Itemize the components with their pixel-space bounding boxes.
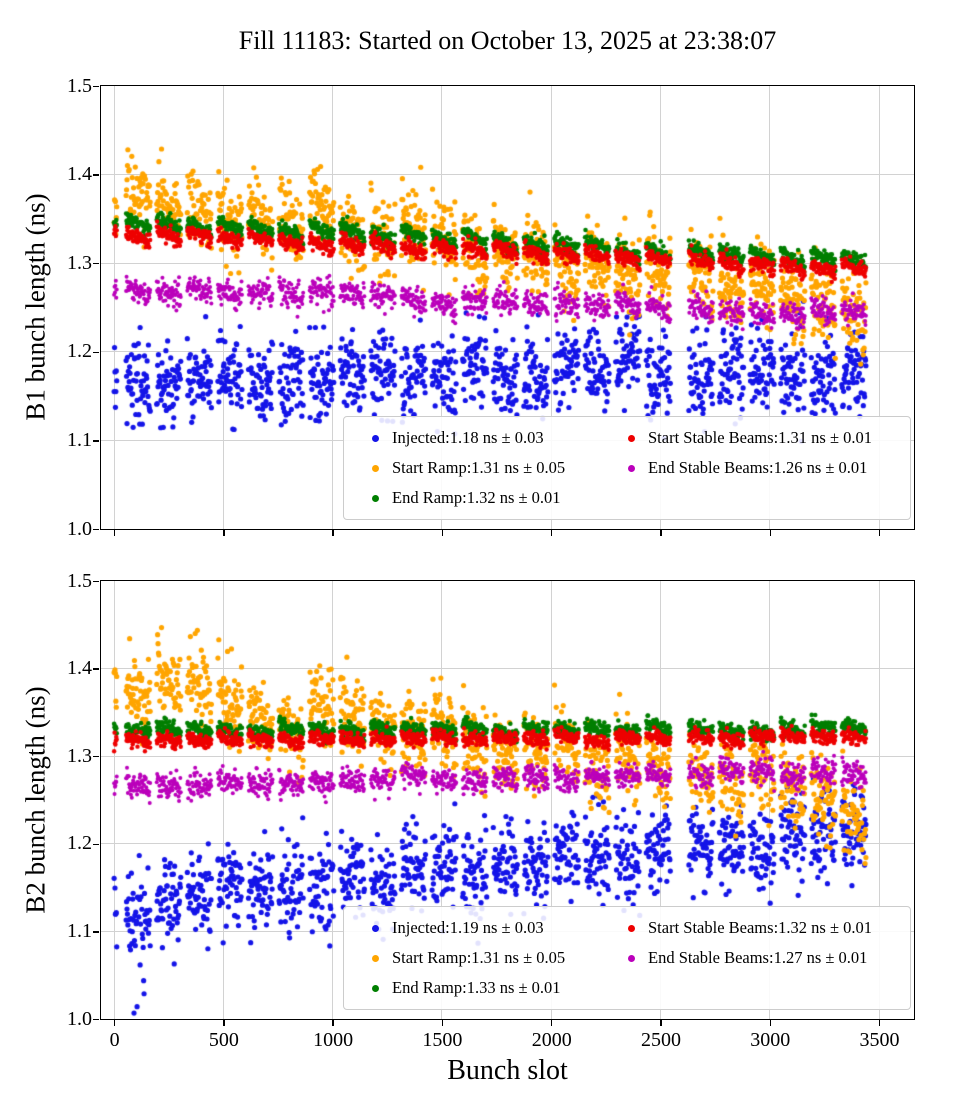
x-tick [113,1020,116,1026]
legend-label-start-ramp: Start Ramp:1.31 ns ± 0.05 [392,948,566,967]
legend-marker-start-ramp-icon [372,464,379,472]
legend-label-end-stable: End Stable Beams:1.26 ns ± 0.01 [648,458,868,477]
x-tick-label: 2500 [640,1029,681,1051]
x-tick-label: 2000 [531,1029,572,1051]
x-tick [660,530,662,536]
x-tick-label: 1000 [313,1029,354,1051]
x-tick [769,1020,771,1026]
legend-item-end-stable: End Stable Beams:1.27 ns ± 0.01 [628,948,872,968]
y-tick [93,528,99,531]
y-tick [93,843,99,845]
x-tick [551,1020,553,1026]
legend-label-start-stable: Start Stable Beams:1.32 ns ± 0.01 [648,918,872,937]
y-tick [93,580,99,583]
legend-item-start-ramp: Start Ramp:1.31 ns ± 0.05 [372,458,628,478]
y-tick [93,351,99,353]
x-tick-label: 1500 [422,1029,463,1051]
y-tick-label: 1.0 [67,1007,92,1030]
x-tick [223,530,225,536]
x-tick [551,530,553,536]
legend-b1: Injected:1.18 ns ± 0.03 Start Ramp:1.31 … [343,416,911,520]
legend-marker-start-ramp-icon [372,954,379,962]
legend-marker-end-stable-icon [628,954,635,962]
x-tick [660,1020,662,1026]
x-tick [113,530,116,536]
y-tick-label: 1.1 [67,919,92,942]
legend-item-start-ramp: Start Ramp:1.31 ns ± 0.05 [372,948,628,968]
y-tick-label: 1.2 [67,832,92,855]
x-tick [441,530,444,536]
y-tick-label: 1.3 [67,251,92,274]
y-tick [93,263,99,265]
x-tick-label: 0 [109,1029,120,1051]
x-tick [332,530,334,536]
legend-marker-end-ramp-icon [372,984,379,992]
plot-b1: Injected:1.18 ns ± 0.03 Start Ramp:1.31 … [100,85,915,530]
y-tick-label: 1.0 [67,517,92,540]
y-tick-label: 1.3 [67,744,92,767]
y-tick [93,756,99,758]
x-tick [878,1020,881,1026]
y-tick-label: 1.2 [67,340,92,363]
x-axis-label: Bunch slot [447,1055,568,1086]
figure-title: Fill 11183: Started on October 13, 2025 … [238,26,777,55]
y-tick-label: 1.1 [67,428,92,451]
legend-label-end-stable: End Stable Beams:1.27 ns ± 0.01 [648,948,868,967]
legend-item-start-stable: Start Stable Beams:1.32 ns ± 0.01 [628,918,872,938]
x-tick-label: 500 [208,1029,239,1051]
y-tick-label: 1.4 [67,163,92,186]
x-tick-label: 3500 [859,1029,900,1051]
legend-marker-end-stable-icon [628,464,635,472]
legend-label-start-ramp: Start Ramp:1.31 ns ± 0.05 [392,458,566,477]
y-axis-label-b2: B2 bunch length (ns) [20,686,51,914]
x-tick [223,1020,225,1026]
y-tick [93,85,99,88]
legend-item-end-ramp: End Ramp:1.32 ns ± 0.01 [372,488,628,508]
y-tick [93,931,99,933]
legend-marker-injected-icon [372,924,379,932]
legend-label-start-stable: Start Stable Beams:1.31 ns ± 0.01 [648,428,872,447]
y-tick-label: 1.5 [67,569,92,592]
legend-item-start-stable: Start Stable Beams:1.31 ns ± 0.01 [628,428,872,448]
legend-item-end-stable: End Stable Beams:1.26 ns ± 0.01 [628,458,872,478]
legend-marker-start-stable-icon [628,924,635,932]
x-tick [878,530,881,536]
legend-marker-injected-icon [372,434,379,442]
x-tick [441,1020,444,1026]
legend-item-end-ramp: End Ramp:1.33 ns ± 0.01 [372,978,628,998]
y-tick [93,1018,99,1021]
y-tick [93,174,99,176]
legend-label-injected: Injected:1.19 ns ± 0.03 [392,918,544,937]
legend-item-injected: Injected:1.18 ns ± 0.03 [372,428,628,448]
y-tick [93,440,99,442]
x-tick-label: 3000 [750,1029,791,1051]
legend-marker-start-stable-icon [628,434,635,442]
legend-b2: Injected:1.19 ns ± 0.03 Start Ramp:1.31 … [343,906,911,1010]
legend-item-injected: Injected:1.19 ns ± 0.03 [372,918,628,938]
legend-marker-end-ramp-icon [372,494,379,502]
legend-label-injected: Injected:1.18 ns ± 0.03 [392,428,544,447]
y-tick-label: 1.5 [67,74,92,97]
y-tick [93,668,99,670]
x-tick [769,530,771,536]
x-tick [332,1020,334,1026]
y-tick-label: 1.4 [67,657,92,680]
legend-label-end-ramp: End Ramp:1.33 ns ± 0.01 [392,978,561,997]
legend-label-end-ramp: End Ramp:1.32 ns ± 0.01 [392,488,561,507]
plot-b2: Injected:1.19 ns ± 0.03 Start Ramp:1.31 … [100,580,915,1020]
y-axis-label-b1: B1 bunch length (ns) [20,193,51,421]
